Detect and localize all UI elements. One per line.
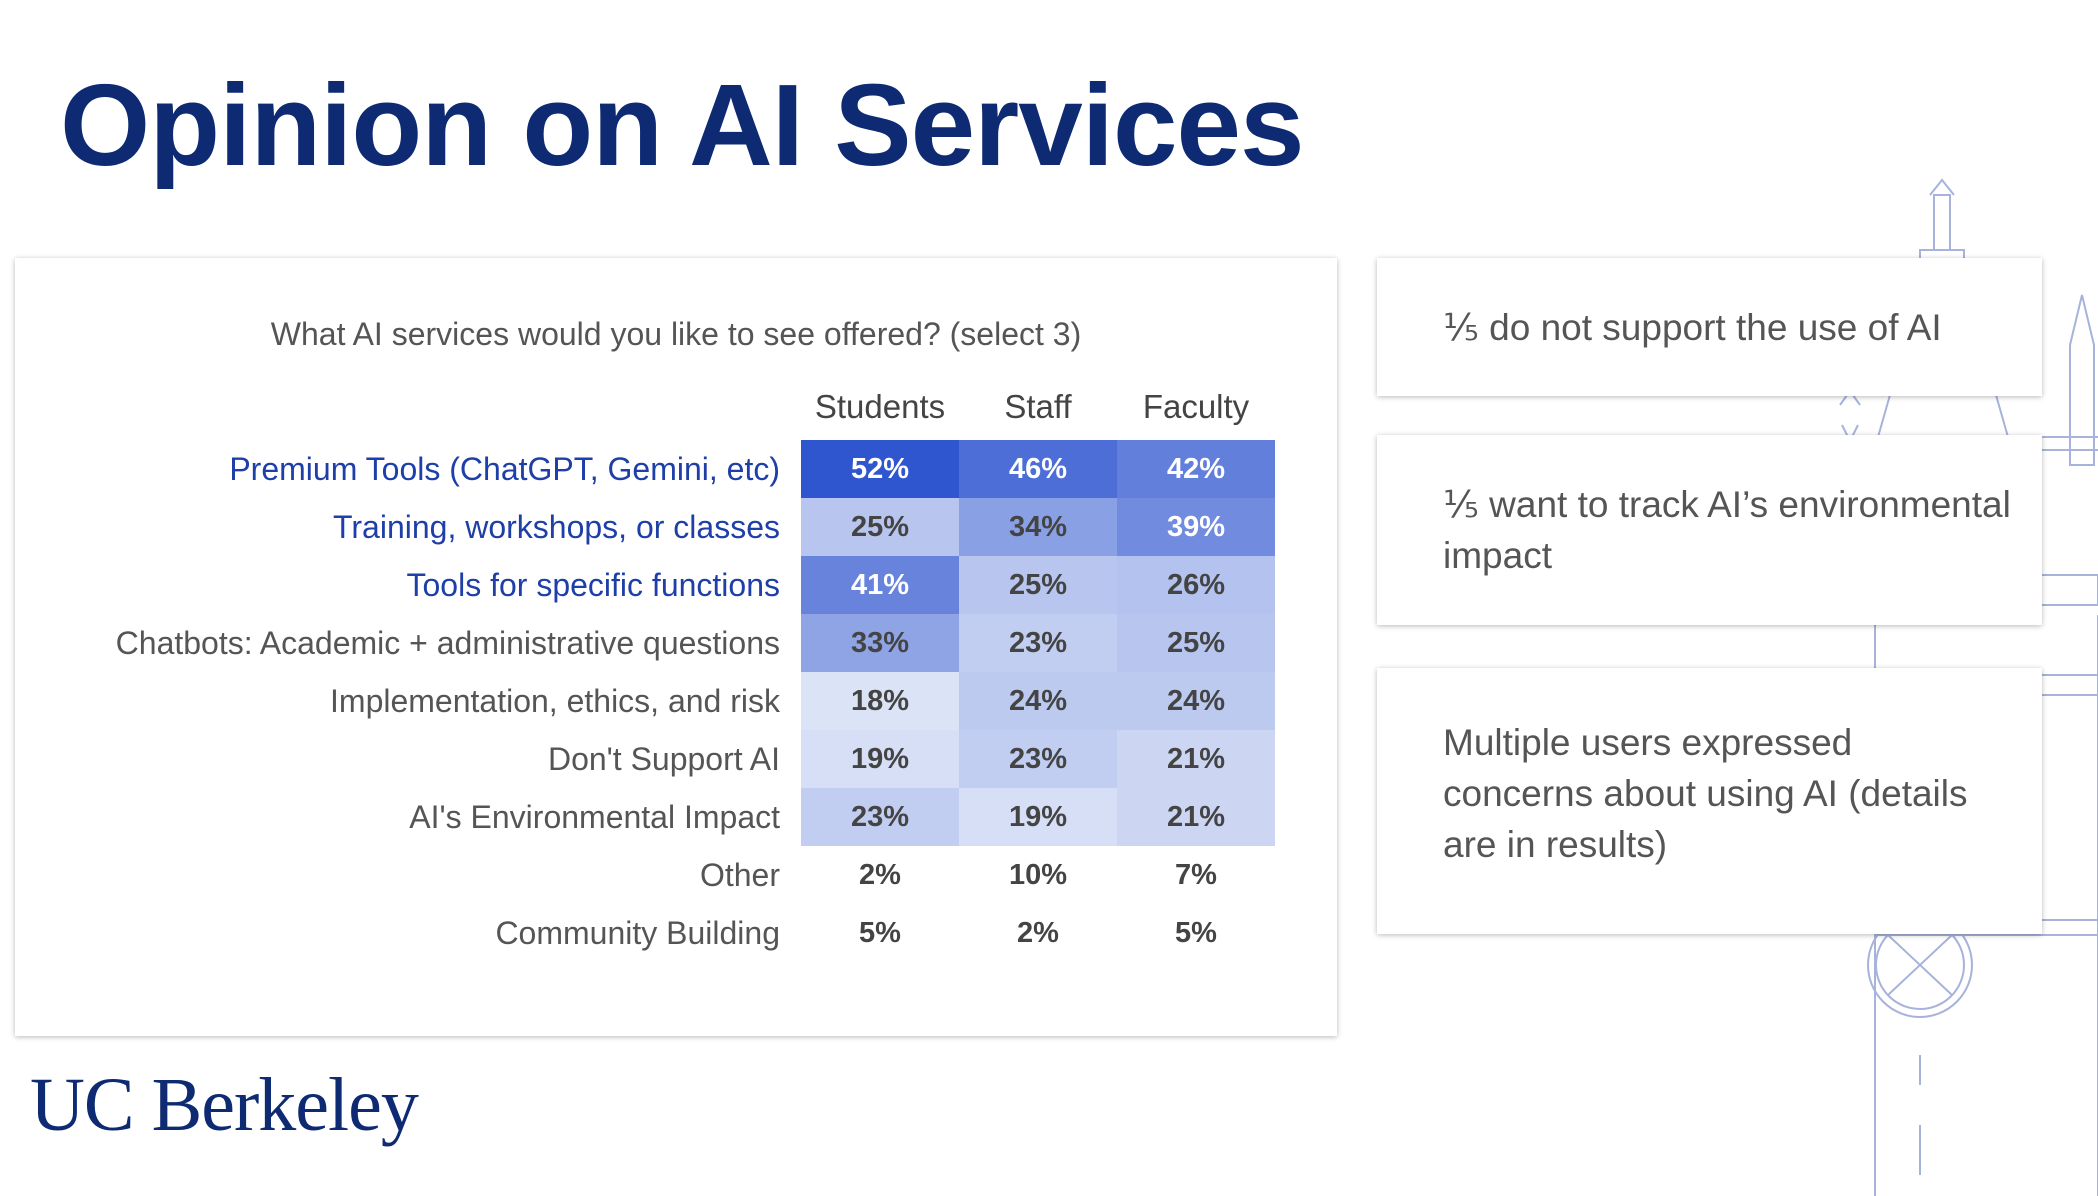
callout-environmental-impact: ⅕ want to track AI’s environmental impac…: [1377, 435, 2042, 625]
callout-user-concerns: Multiple users expressed concerns about …: [1377, 668, 2042, 934]
chart-question: What AI services would you like to see o…: [270, 316, 1082, 352]
heatmap-cell: 19%: [801, 730, 959, 788]
heatmap-cell: 34%: [959, 498, 1117, 556]
heatmap-cell: 42%: [1117, 440, 1275, 498]
row-label: Chatbots: Academic + administrative ques…: [115, 625, 780, 661]
heatmap-cell: 7%: [1175, 859, 1217, 891]
uc-berkeley-logo: UC Berkeley: [30, 1063, 419, 1147]
row-label: Training, workshops, or classes: [333, 509, 780, 545]
heatmap-cell: 23%: [959, 614, 1117, 672]
heatmap-cell: 26%: [1117, 556, 1275, 614]
heatmap-cell: 24%: [959, 672, 1117, 730]
heatmap-cell: 19%: [959, 788, 1117, 846]
callout-text: ⅕ do not support the use of AI: [1443, 307, 1942, 348]
row-label: Don't Support AI: [547, 741, 780, 777]
heatmap-cell: 23%: [959, 730, 1117, 788]
heatmap-cell: 21%: [1117, 788, 1275, 846]
row-label: Premium Tools (ChatGPT, Gemini, etc): [229, 451, 780, 487]
heatmap-cell: 21%: [1117, 730, 1275, 788]
callout-text: Multiple users expressed concerns about …: [1443, 722, 1968, 865]
chart-card: What AI services would you like to see o…: [15, 258, 1337, 1036]
heatmap-cell: 2%: [1017, 917, 1059, 949]
heatmap-cell: 33%: [801, 614, 959, 672]
heatmap-cell: 25%: [801, 498, 959, 556]
heatmap-cell: 23%: [801, 788, 959, 846]
heatmap-cell: 18%: [801, 672, 959, 730]
heatmap-cell: 24%: [1117, 672, 1275, 730]
heatmap-cell: 10%: [1008, 859, 1068, 891]
heatmap-cell: 5%: [1175, 917, 1217, 949]
heatmap-cell: 52%: [801, 440, 959, 498]
slide-title: Opinion on AI Services: [60, 60, 1305, 190]
callout-do-not-support: ⅕ do not support the use of AI: [1377, 258, 2042, 396]
row-label: Other: [699, 857, 780, 893]
heatmap-cell: 25%: [1117, 614, 1275, 672]
row-label: AI's Environmental Impact: [409, 799, 780, 835]
row-label: Community Building: [495, 915, 780, 951]
column-header-staff: Staff: [1004, 388, 1072, 425]
row-label: Tools for specific functions: [406, 567, 781, 603]
heatmap-cell: 39%: [1117, 498, 1275, 556]
heatmap-cell: 25%: [959, 556, 1117, 614]
column-header-faculty: Faculty: [1142, 388, 1250, 425]
heatmap-cell: 5%: [859, 917, 901, 949]
column-header-students: Students: [814, 388, 946, 425]
callout-text: ⅕ want to track AI’s environmental impac…: [1443, 484, 2011, 576]
heatmap-cell: 2%: [859, 859, 901, 891]
heatmap-cell: 46%: [959, 440, 1117, 498]
heatmap-cell: 41%: [801, 556, 959, 614]
row-label: Implementation, ethics, and risk: [330, 683, 780, 719]
